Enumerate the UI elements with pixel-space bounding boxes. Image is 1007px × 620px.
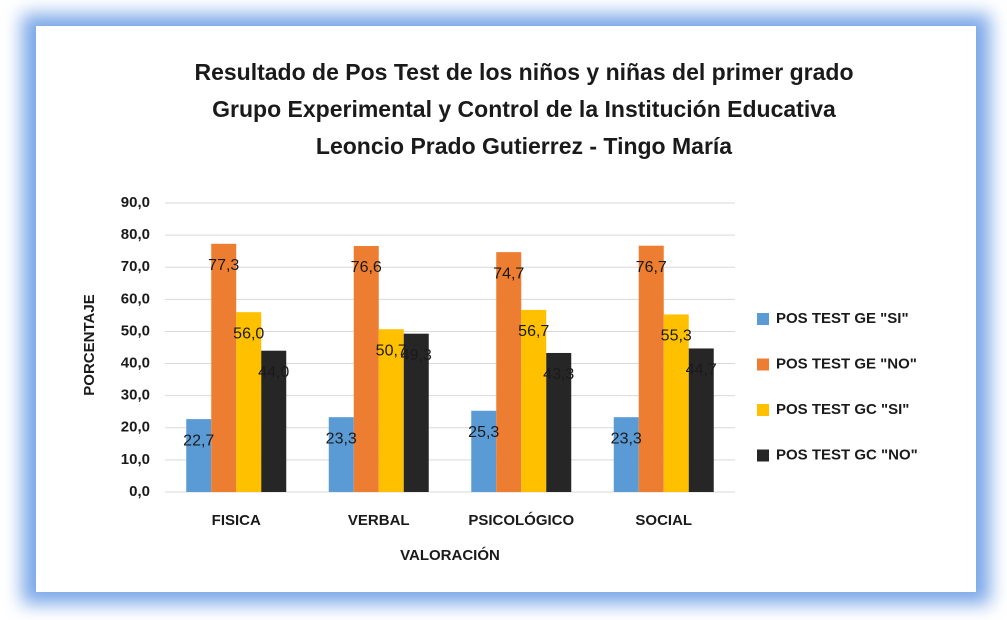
x-tick-label: VERBAL bbox=[348, 512, 410, 529]
chart-title: Resultado de Pos Test de los niños y niñ… bbox=[194, 59, 853, 85]
bar bbox=[471, 410, 497, 492]
y-axis-title: PORCENTAJE bbox=[81, 294, 98, 395]
bar bbox=[688, 348, 714, 492]
y-tick-label: 40,0 bbox=[121, 355, 150, 372]
bar bbox=[328, 417, 354, 492]
data-label: 55,3 bbox=[661, 328, 692, 345]
y-tick-label: 10,0 bbox=[121, 451, 150, 468]
data-label: 56,7 bbox=[518, 323, 549, 340]
y-tick-label: 30,0 bbox=[121, 387, 150, 404]
data-label: 22,7 bbox=[183, 432, 214, 449]
y-tick-label: 70,0 bbox=[121, 258, 150, 275]
bar bbox=[211, 243, 237, 492]
bar bbox=[638, 245, 664, 492]
x-tick-label: PSICOLÓGICO bbox=[468, 511, 574, 529]
y-tick-label: 90,0 bbox=[121, 194, 150, 211]
bar bbox=[353, 246, 379, 492]
legend-swatch bbox=[757, 358, 769, 371]
bar bbox=[403, 333, 429, 492]
x-axis-title: VALORACIÓN bbox=[400, 546, 500, 564]
data-label: 23,3 bbox=[326, 430, 357, 447]
bar bbox=[186, 419, 212, 492]
legend-swatch bbox=[757, 449, 769, 462]
legend-label: POS TEST GC "NO" bbox=[776, 446, 918, 463]
y-tick-label: 50,0 bbox=[121, 322, 150, 339]
data-label: 76,7 bbox=[636, 259, 667, 276]
bar bbox=[378, 329, 404, 492]
data-label: 76,6 bbox=[351, 259, 382, 276]
bar bbox=[663, 314, 689, 492]
data-label: 49,3 bbox=[401, 347, 432, 364]
legend-label: POS TEST GC "SI" bbox=[776, 401, 909, 418]
bar bbox=[236, 312, 262, 492]
chart-title: Grupo Experimental y Control de la Insti… bbox=[212, 96, 836, 122]
data-label: 74,7 bbox=[493, 265, 524, 282]
y-tick-label: 60,0 bbox=[121, 290, 150, 307]
y-tick-label: 20,0 bbox=[121, 419, 150, 436]
bar bbox=[613, 417, 639, 492]
y-tick-label: 0,0 bbox=[129, 483, 150, 500]
data-label: 43,3 bbox=[543, 366, 574, 383]
x-tick-label: SOCIAL bbox=[635, 512, 692, 529]
bar bbox=[261, 350, 287, 492]
chart-title: Leoncio Prado Gutierrez - Tingo María bbox=[316, 133, 732, 159]
data-label: 23,3 bbox=[611, 430, 642, 447]
legend-swatch bbox=[757, 404, 769, 416]
bar bbox=[521, 309, 547, 492]
x-tick-label: FISICA bbox=[212, 512, 261, 529]
data-label: 25,3 bbox=[468, 424, 499, 441]
bar bbox=[546, 352, 572, 492]
bar bbox=[496, 252, 522, 492]
data-label: 77,3 bbox=[208, 257, 239, 274]
data-label: 44,7 bbox=[686, 362, 717, 379]
legend-label: POS TEST GE "SI" bbox=[776, 310, 909, 327]
data-label: 50,7 bbox=[376, 342, 407, 359]
data-label: 56,0 bbox=[233, 325, 264, 342]
y-tick-label: 80,0 bbox=[121, 226, 150, 243]
data-label: 44,0 bbox=[258, 364, 289, 381]
legend-swatch bbox=[757, 313, 769, 325]
legend-label: POS TEST GE "NO" bbox=[776, 355, 917, 372]
